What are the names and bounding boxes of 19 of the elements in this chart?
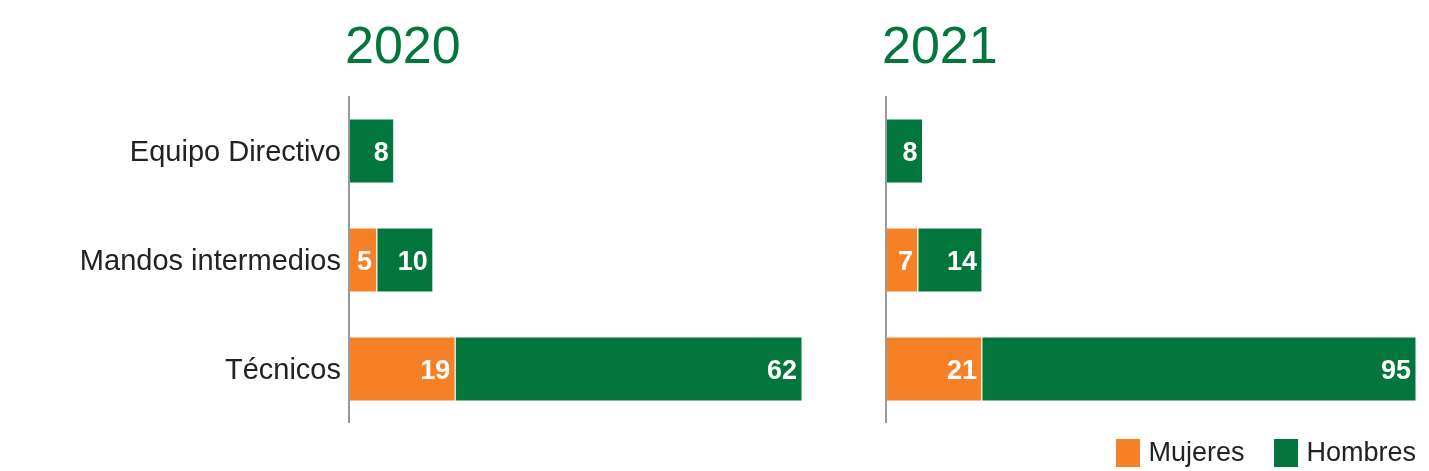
data-label: 8 — [373, 136, 389, 167]
data-label: 62 — [766, 354, 797, 385]
chart-title: 2021 — [882, 15, 998, 76]
data-label: 14 — [946, 245, 977, 276]
chart-title: 2020 — [345, 15, 461, 76]
data-label: 10 — [397, 245, 428, 276]
bar — [349, 118, 395, 184]
data-label: 19 — [420, 354, 451, 385]
data-label: 7 — [897, 245, 913, 276]
data-label: 8 — [902, 136, 918, 167]
y-tick-label: Técnicos — [224, 352, 341, 385]
data-label: 5 — [356, 245, 372, 276]
legend-label: Hombres — [1306, 437, 1416, 468]
bar — [886, 118, 924, 184]
y-tick-label: Mandos intermedios — [79, 243, 341, 276]
legend-label: Mujeres — [1148, 437, 1245, 468]
data-label: 95 — [1380, 354, 1411, 385]
data-label: 21 — [946, 354, 977, 385]
y-tick-label: Equipo Directivo — [129, 134, 341, 167]
